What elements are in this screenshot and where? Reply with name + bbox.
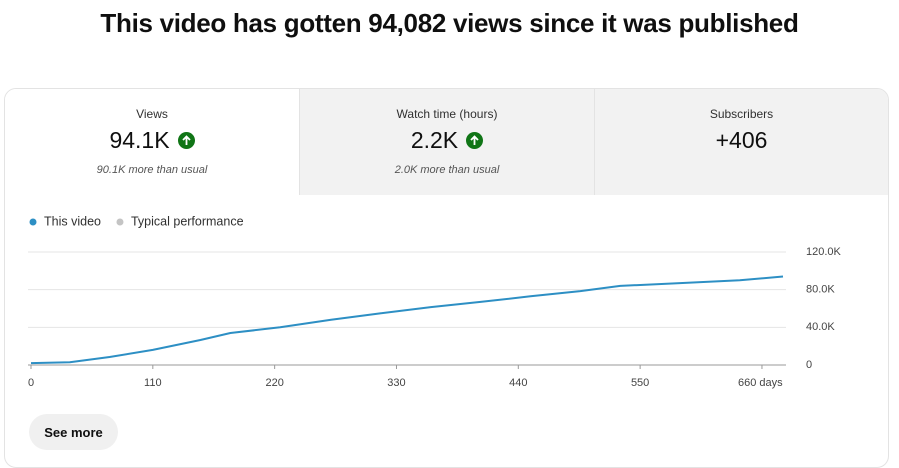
metric-value-row: 2.2K [300,127,594,154]
metric-label: Subscribers [709,107,774,121]
metric-label: Watch time (hours) [396,107,498,121]
x-tick-label: 0 [28,377,34,389]
legend-dot [116,218,124,226]
metric-tab[interactable]: Watch time (hours) 2.2K 2.0K more than usu… [299,89,594,195]
up-arrow-icon [177,132,195,149]
y-tick-label: 0 [806,359,812,371]
metric-value: 2.2K [410,127,459,153]
metric-tab[interactable]: Views 94.1K 90.1K more than usual [5,89,299,195]
metric-value: +406 [715,127,768,153]
x-tick-label: 660 days [738,377,783,389]
x-tick-label: 220 [265,377,283,389]
metric-tab[interactable]: Subscribers +406 [594,89,888,195]
y-tick-label: 120.0K [806,246,842,258]
legend-dot [29,218,37,226]
y-tick-label: 40.0K [806,321,835,333]
series-line [30,275,784,365]
x-tick-label: 550 [631,377,649,389]
page-title: This video has gotten 94,082 views since… [100,8,799,38]
analytics-card: Views 94.1K 90.1K more than usual Watch tim… [4,88,889,468]
metric-value-row: +406 [595,127,888,154]
legend-label: This video [44,214,101,228]
up-arrow-icon [466,132,484,149]
metric-label: Views [136,107,168,121]
y-tick-label: 80.0K [806,284,835,296]
see-more-button[interactable]: See more [29,414,118,450]
x-tick-label: 330 [387,377,405,389]
metric-value-row: 94.1K [5,127,299,154]
metric-note: 2.0K more than usual [394,164,500,176]
x-tick-label: 440 [509,377,527,389]
x-tick-label: 110 [144,377,162,389]
legend-label: Typical performance [131,214,244,228]
metric-value: 94.1K [109,127,170,153]
metric-note: 90.1K more than usual [96,164,208,176]
